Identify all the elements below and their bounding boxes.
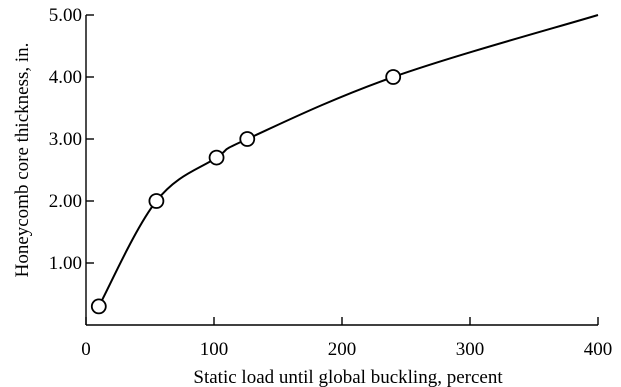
x-tick-label: 100 xyxy=(200,339,229,360)
data-point-marker xyxy=(90,298,107,315)
y-tick-label: 1.00 xyxy=(49,253,82,274)
data-point-marker xyxy=(385,69,402,85)
y-axis-ticks: 1.00 2.00 3.00 4.00 5.00 xyxy=(49,5,94,274)
x-tick-label: 300 xyxy=(456,339,485,360)
y-tick-label: 5.00 xyxy=(49,5,82,26)
x-axis-ticks: 0 100 200 300 400 xyxy=(81,317,612,360)
x-tick-label: 400 xyxy=(584,339,613,360)
y-tick-label: 4.00 xyxy=(49,67,82,88)
y-tick-label: 3.00 xyxy=(49,129,82,150)
series-curve xyxy=(97,14,599,307)
x-axis-label: Static load until global buckling, perce… xyxy=(193,367,503,387)
axes xyxy=(85,15,598,326)
data-point-marker xyxy=(208,149,225,166)
data-point-marker xyxy=(239,131,256,147)
series-markers xyxy=(90,69,402,315)
x-tick-label: 200 xyxy=(328,339,357,360)
data-point-marker xyxy=(148,193,165,209)
y-tick-label: 2.00 xyxy=(49,191,82,212)
x-tick-label: 0 xyxy=(81,339,91,360)
y-axis-label: Honeycomb core thickness, in. xyxy=(12,43,33,278)
